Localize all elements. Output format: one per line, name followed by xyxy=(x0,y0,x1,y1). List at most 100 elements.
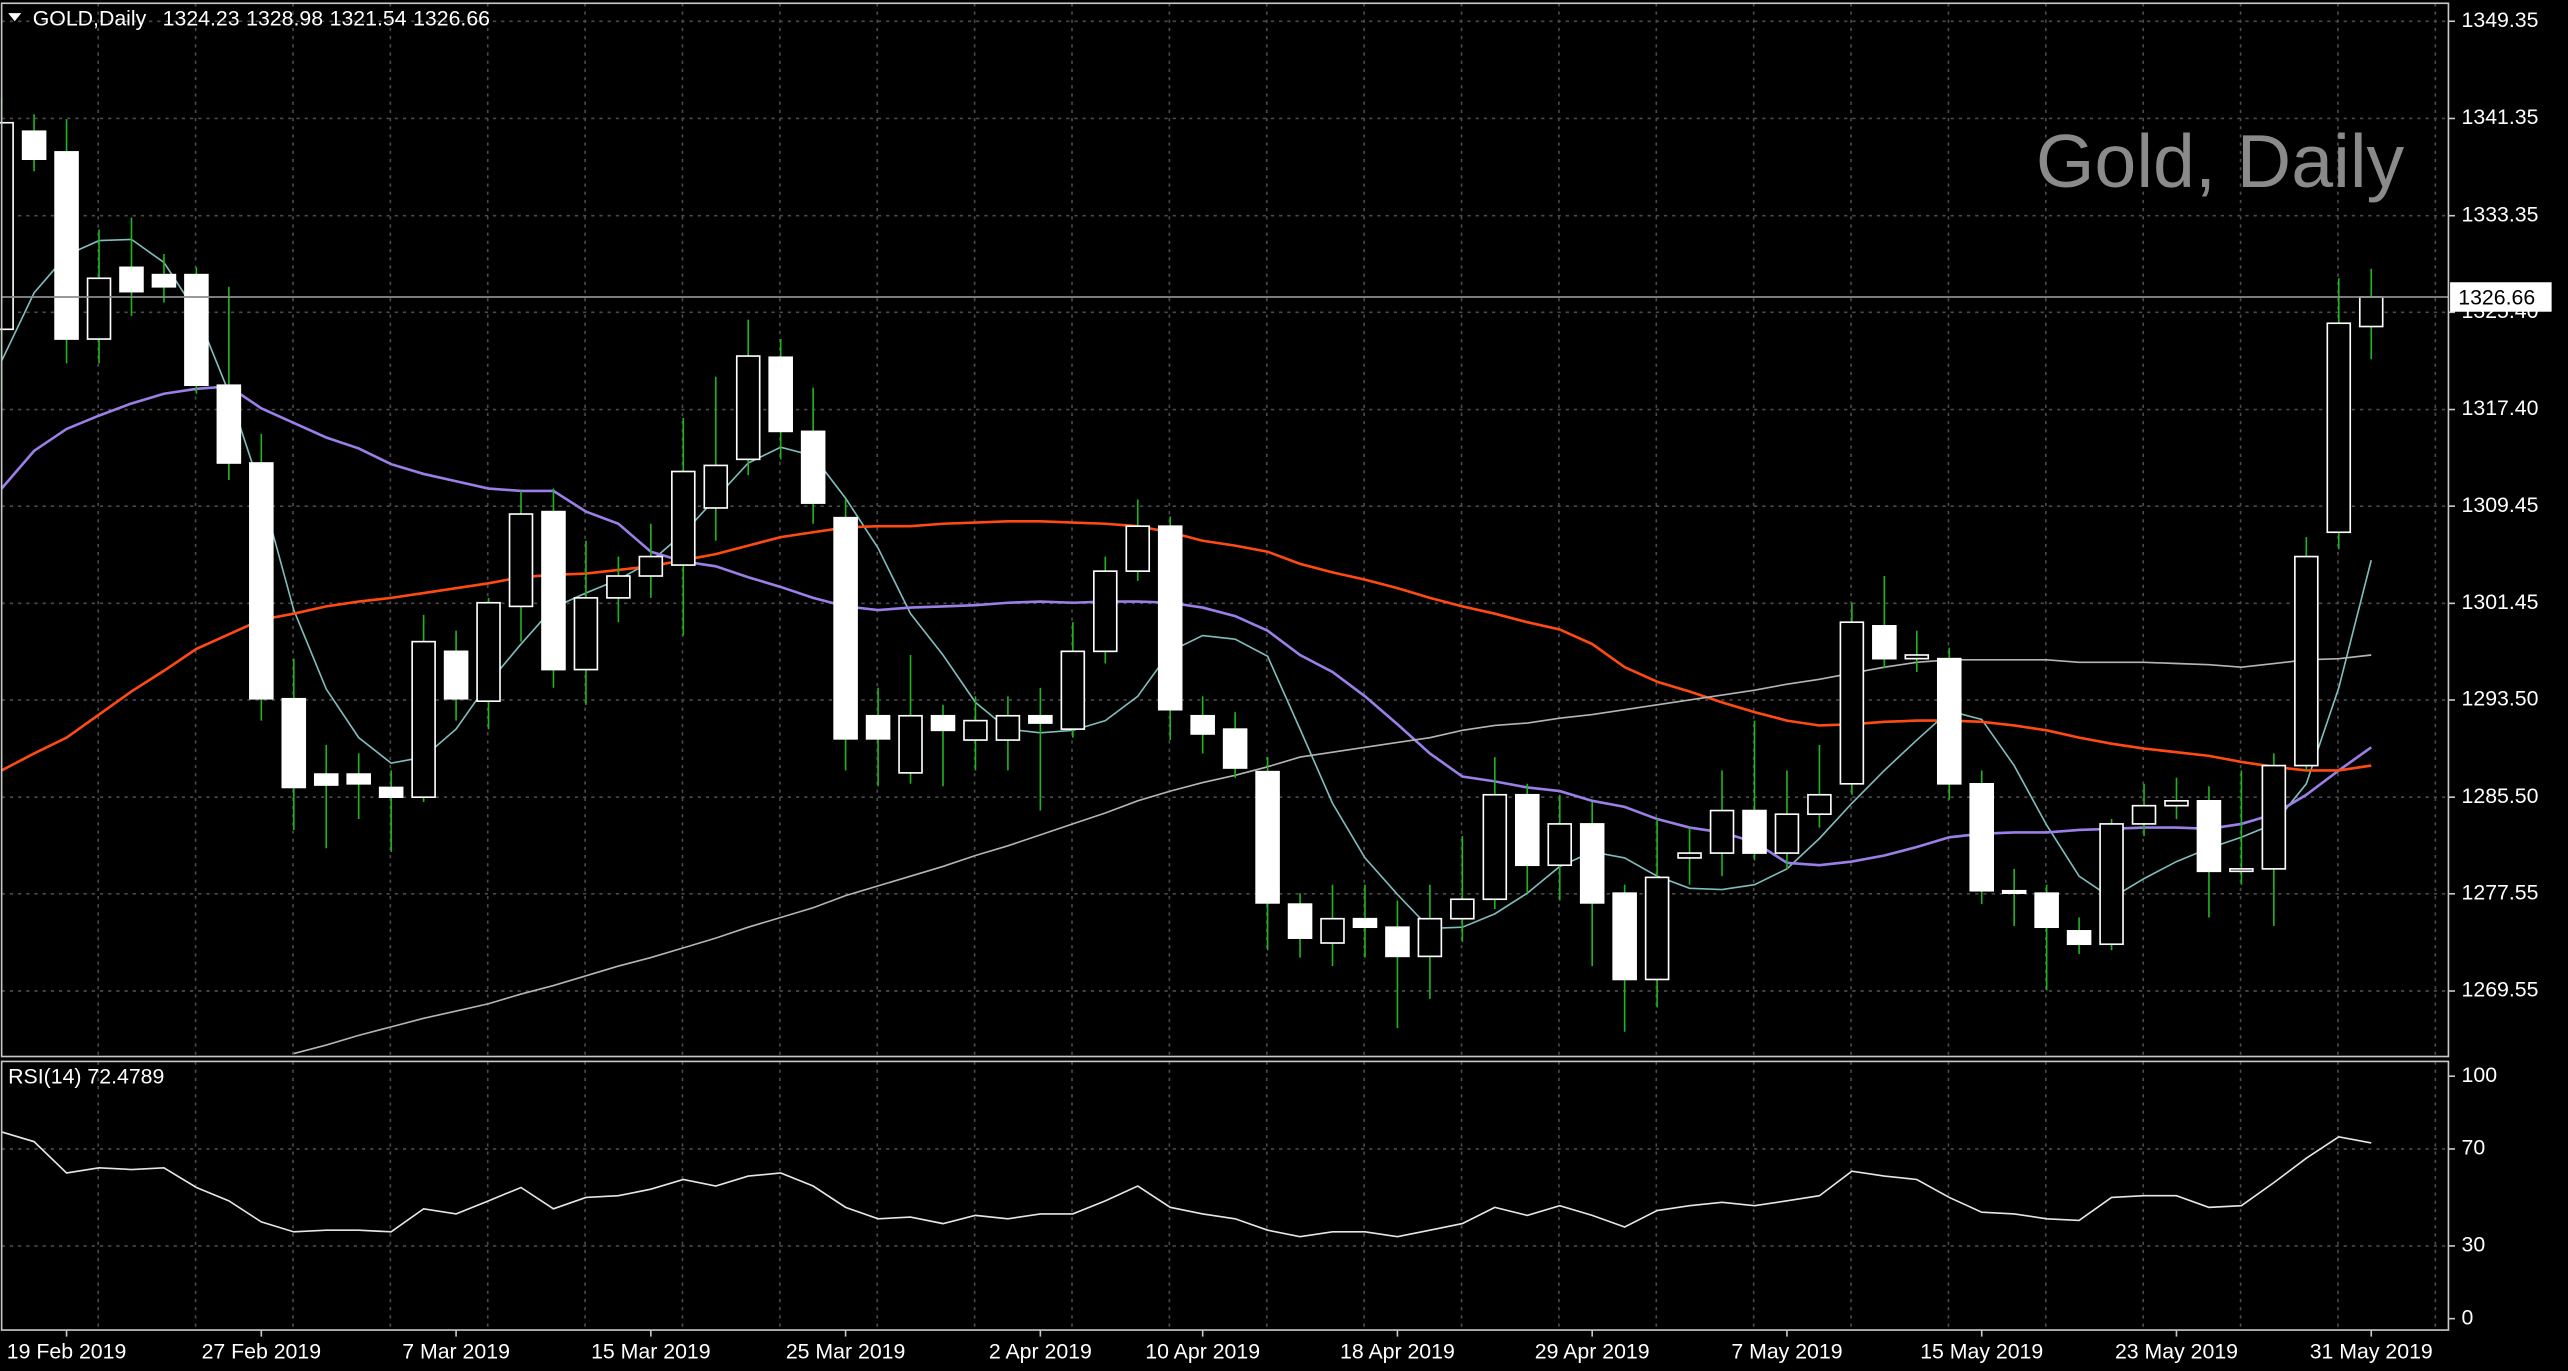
y-tick-label: 1285.50 xyxy=(2462,784,2539,808)
candle-body xyxy=(443,650,469,700)
candle-body xyxy=(54,151,79,340)
x-tick-label: 2 Apr 2019 xyxy=(989,1340,1092,1364)
candle-body xyxy=(411,640,436,798)
candle-body xyxy=(2099,823,2124,946)
x-tick-label: 25 Mar 2019 xyxy=(786,1340,905,1364)
candle-body xyxy=(1320,917,1345,944)
candle-body xyxy=(995,714,1021,741)
candle-body xyxy=(2358,296,2384,328)
y-tick-label: 1309.45 xyxy=(2462,493,2539,517)
candle-body xyxy=(508,513,534,608)
candle-body xyxy=(1742,809,1767,854)
rsi-title: RSI(14) 72.4789 xyxy=(8,1064,164,1088)
y-tick-label: 1349.35 xyxy=(2462,8,2539,32)
watermark: Gold, Daily xyxy=(2036,119,2405,203)
rsi-y-tick-label: 30 xyxy=(2462,1233,2486,1257)
candle-body xyxy=(378,786,404,798)
x-tick-label: 7 Mar 2019 xyxy=(402,1340,510,1364)
candle-body xyxy=(1385,926,1410,958)
x-tick-label: 10 Apr 2019 xyxy=(1145,1340,1260,1364)
x-tick-label: 19 Feb 2019 xyxy=(7,1340,127,1364)
candle-body xyxy=(1482,793,1508,901)
candle-body xyxy=(606,575,631,599)
rsi-y-tick-label: 100 xyxy=(2462,1063,2498,1087)
y-tick-label: 1341.35 xyxy=(2462,105,2539,129)
chart-header: GOLD,Daily 1324.23 1328.98 1321.54 1326.66 xyxy=(33,6,490,30)
candle-body xyxy=(1060,650,1086,730)
current-price-label: 1326.66 xyxy=(2458,285,2535,309)
current-price-box xyxy=(2450,282,2552,312)
moving-average xyxy=(0,238,2373,930)
x-tick-label: 27 Feb 2019 xyxy=(202,1340,322,1364)
rsi-panel-frame xyxy=(0,1060,2450,1331)
candle-body xyxy=(735,355,761,461)
candle-body xyxy=(2229,868,2254,873)
candle-body xyxy=(1774,813,1800,854)
candle-body xyxy=(2261,764,2287,870)
candle-body xyxy=(638,555,664,577)
moving-average xyxy=(293,654,2372,1055)
candle-body xyxy=(1028,714,1053,724)
candle-body xyxy=(2034,892,2059,929)
candle-body xyxy=(800,430,826,504)
candle-body xyxy=(2196,800,2222,873)
candle-body xyxy=(476,601,501,702)
y-tick-label: 1333.35 xyxy=(2462,202,2539,226)
main-panel-frame xyxy=(0,2,2450,1058)
y-tick-label: 1317.40 xyxy=(2462,396,2539,420)
candle-body xyxy=(2066,930,2092,946)
candle-body xyxy=(898,714,923,774)
collapse-arrow[interactable] xyxy=(8,13,22,22)
candle-body xyxy=(1450,898,1475,920)
candle-body xyxy=(2164,800,2189,807)
candle-body xyxy=(1417,917,1443,958)
candle-body xyxy=(119,266,144,293)
candle-body xyxy=(86,277,112,340)
candle-body xyxy=(1709,809,1735,854)
candle-body xyxy=(768,356,793,433)
candle-body xyxy=(1612,892,1637,981)
candle-body xyxy=(1125,525,1151,572)
plot xyxy=(0,98,2449,1238)
y-tick-label: 1301.45 xyxy=(2462,590,2539,614)
candle-body xyxy=(1872,625,1897,660)
x-tick-label: 7 May 2019 xyxy=(1731,1340,1842,1364)
x-tick-label: 15 Mar 2019 xyxy=(591,1340,710,1364)
x-tick-label: 31 May 2019 xyxy=(2310,1340,2433,1364)
symbol: GOLD,Daily xyxy=(33,6,147,30)
candle-body xyxy=(216,384,242,464)
moving-average xyxy=(1,520,2372,772)
candle-body xyxy=(2326,322,2352,534)
candle-body xyxy=(313,773,339,786)
x-tick-label: 29 Apr 2019 xyxy=(1535,1340,1650,1364)
candle-body xyxy=(865,714,891,740)
candle-body xyxy=(833,516,858,740)
x-tick-label: 23 May 2019 xyxy=(2115,1340,2238,1364)
candle-body xyxy=(1677,852,1702,859)
candle-body xyxy=(1839,621,1865,785)
candle-body xyxy=(281,697,307,789)
candle-body xyxy=(2131,804,2157,825)
candle-body xyxy=(1352,917,1378,929)
x-tick-label: 15 May 2019 xyxy=(1920,1340,2043,1364)
y-tick-label: 1293.50 xyxy=(2462,687,2539,711)
candle-body xyxy=(184,273,209,387)
candle-body xyxy=(1157,525,1183,711)
candle-body xyxy=(1969,782,1994,892)
candle-body xyxy=(21,130,47,161)
x-tick-label: 18 Apr 2019 xyxy=(1340,1340,1455,1364)
rsi-y-tick-label: 70 xyxy=(2462,1136,2486,1160)
candle-body xyxy=(1807,793,1832,816)
candle-body xyxy=(573,597,599,671)
candle-body xyxy=(151,273,177,288)
candle-body xyxy=(930,714,956,732)
grid xyxy=(1,3,2449,1331)
candle-body xyxy=(1190,714,1215,735)
low-price: 1321.54 xyxy=(330,6,407,30)
open-price: 1324.23 xyxy=(163,6,240,30)
candle-body xyxy=(1579,823,1605,904)
y-tick-label: 1277.55 xyxy=(2462,880,2539,904)
candle-body xyxy=(703,464,729,509)
